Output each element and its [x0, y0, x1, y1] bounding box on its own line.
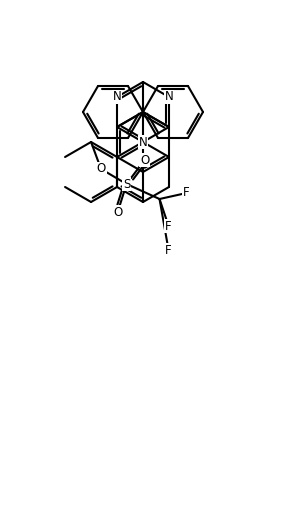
Text: F: F: [183, 186, 190, 200]
Text: O: O: [140, 154, 149, 166]
Text: F: F: [165, 220, 172, 232]
Text: N: N: [139, 136, 147, 148]
Text: N: N: [113, 91, 121, 103]
Text: N: N: [165, 91, 173, 103]
Text: S: S: [123, 178, 130, 190]
Text: O: O: [96, 162, 106, 176]
Text: F: F: [165, 244, 172, 257]
Text: O: O: [113, 206, 122, 219]
